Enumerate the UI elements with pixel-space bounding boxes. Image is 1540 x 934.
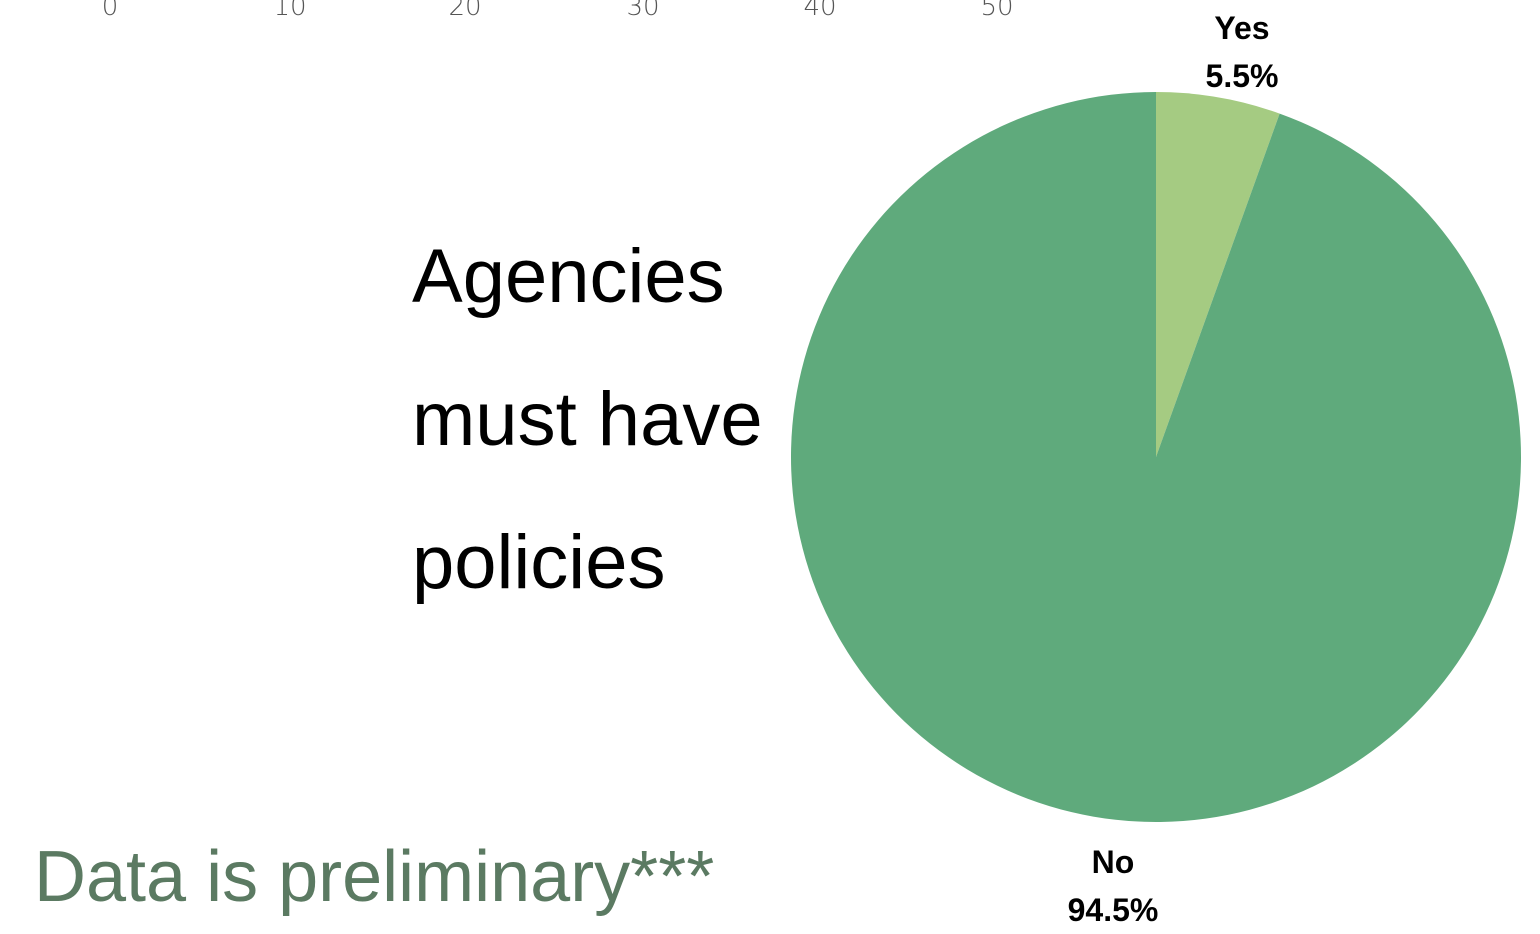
partial-axis-ticks: 0 10 20 30 40 50 bbox=[0, 0, 1540, 40]
footnote: Data is preliminary*** bbox=[34, 837, 715, 917]
headline-line: must have bbox=[412, 377, 763, 462]
slice-label-name: No bbox=[1091, 844, 1135, 880]
axis-tick: 20 bbox=[448, 0, 482, 22]
headline-text: Agencies must have policies bbox=[412, 205, 763, 634]
slice-label-no: No 94.5% bbox=[1068, 838, 1159, 934]
headline-line: Agencies bbox=[412, 234, 725, 319]
slice-label-name: Yes bbox=[1214, 10, 1270, 46]
slice-label-yes: Yes 5.5% bbox=[1206, 4, 1279, 100]
axis-tick: 30 bbox=[626, 0, 660, 22]
axis-tick: 0 bbox=[101, 0, 119, 22]
slice-label-value: 5.5% bbox=[1205, 58, 1279, 94]
pie-slice-yes bbox=[1156, 92, 1280, 457]
axis-tick: 10 bbox=[273, 0, 307, 22]
pie-slice-no bbox=[790, 92, 1521, 823]
slice-label-value: 94.5% bbox=[1067, 892, 1159, 928]
headline-line: policies bbox=[412, 520, 666, 605]
axis-tick: 40 bbox=[803, 0, 837, 22]
axis-tick: 50 bbox=[980, 0, 1014, 22]
